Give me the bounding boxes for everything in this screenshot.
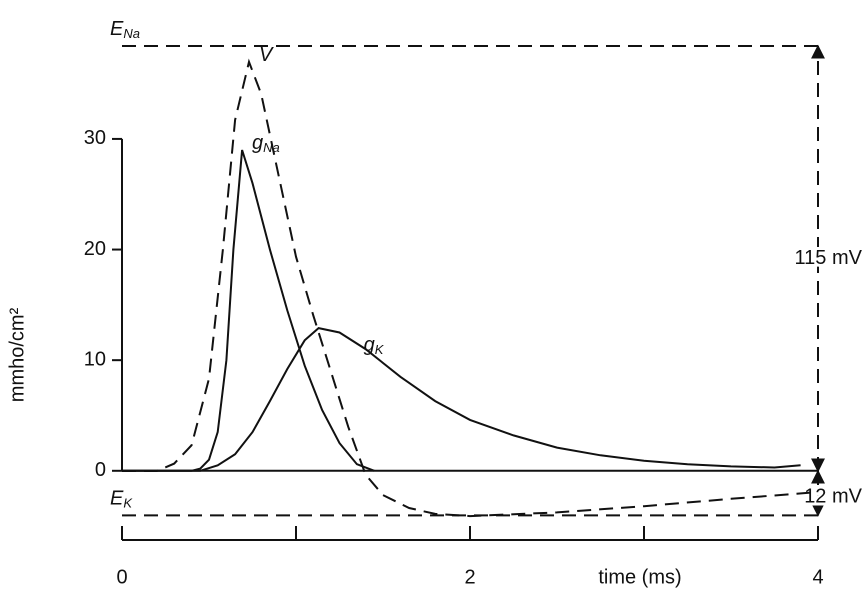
- series-line: [122, 327, 801, 472]
- series-label: gNa: [252, 132, 280, 155]
- x-tick-label: 0: [116, 566, 127, 588]
- reference-label: ENa: [110, 18, 140, 41]
- y-tick-label: 0: [95, 459, 106, 481]
- x-tick-label: 4: [812, 566, 823, 588]
- series-label-main: g: [364, 334, 375, 356]
- reference-label-main: E: [110, 488, 124, 510]
- y-tick-label: 10: [84, 348, 106, 370]
- reference-label-main: E: [110, 18, 124, 40]
- series-label-sub: K: [375, 343, 385, 358]
- reference-label: EK: [110, 488, 133, 511]
- bracket-label: 115 mV: [795, 247, 863, 269]
- y-axis-label: mmho/cm²: [6, 307, 28, 402]
- y-tick-label: 20: [84, 238, 106, 260]
- series-line: [122, 58, 819, 518]
- series-label-sub: Na: [263, 140, 280, 155]
- y-tick-label: 30: [84, 127, 106, 149]
- reference-label-sub: K: [123, 496, 133, 511]
- series-label-main: g: [252, 132, 263, 154]
- bracket-label: 12 mV: [804, 485, 862, 507]
- series-label: V: [259, 44, 274, 66]
- series-line: [122, 149, 375, 472]
- series-label-main: V: [259, 44, 274, 66]
- x-tick-label: 2: [464, 566, 475, 588]
- x-axis-label: time (ms): [598, 566, 681, 588]
- reference-label-sub: Na: [123, 26, 140, 41]
- series-label: gK: [364, 334, 385, 357]
